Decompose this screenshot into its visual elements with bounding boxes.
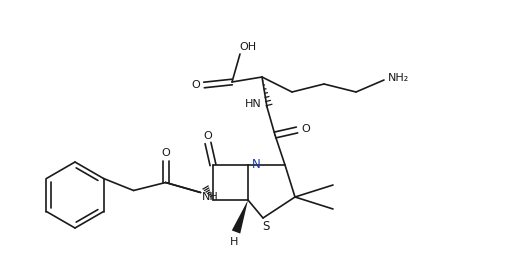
Text: O: O <box>192 80 200 90</box>
Text: NH: NH <box>202 192 219 201</box>
Text: NH₂: NH₂ <box>388 73 410 83</box>
Polygon shape <box>232 200 248 233</box>
Text: HN: HN <box>245 99 261 109</box>
Text: S: S <box>262 220 270 233</box>
Text: O: O <box>161 148 170 158</box>
Text: H: H <box>230 237 238 247</box>
Text: O: O <box>301 124 310 134</box>
Text: O: O <box>203 131 213 141</box>
Text: OH: OH <box>240 42 257 52</box>
Text: N: N <box>251 157 261 170</box>
